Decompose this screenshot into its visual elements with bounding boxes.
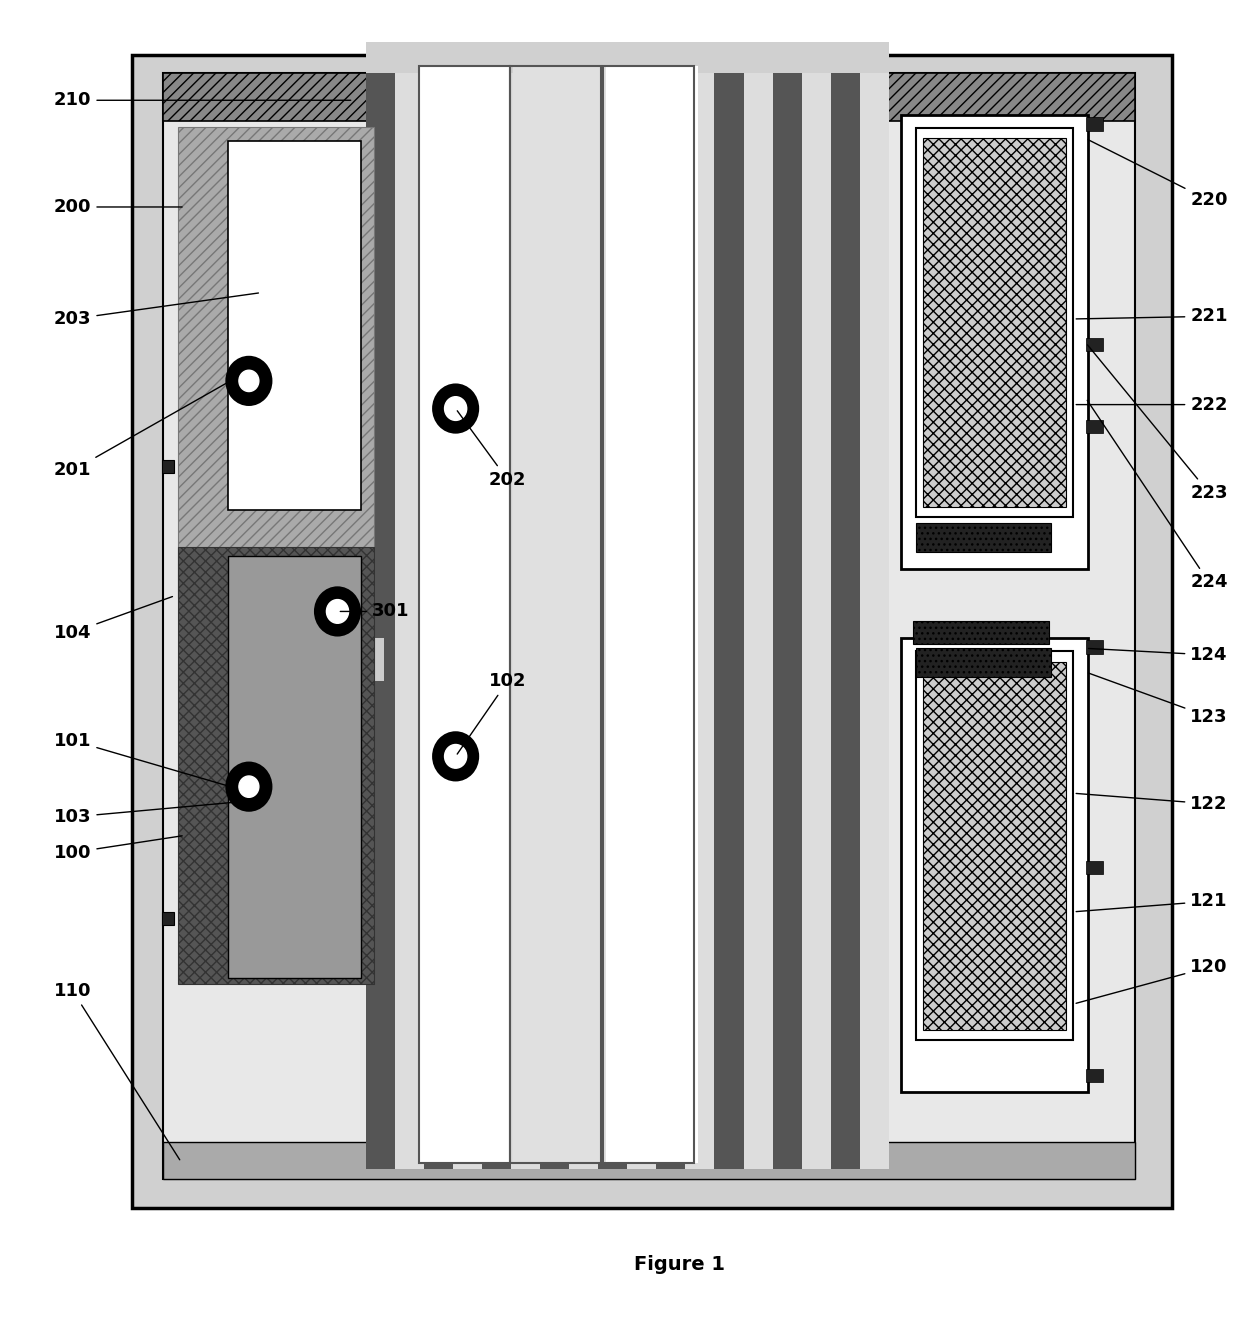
Bar [177,127,374,598]
Text: 200: 200 [53,198,182,216]
Polygon shape [177,598,374,638]
Text: 224: 224 [1087,401,1228,591]
Text: 103: 103 [53,800,258,826]
Circle shape [227,763,272,811]
Bar [744,73,773,1168]
Circle shape [434,733,477,781]
Bar [901,115,1089,569]
Bar [773,73,801,1168]
Bar [1086,118,1102,131]
Text: 301: 301 [340,602,409,620]
Bar [1086,419,1102,433]
Bar [366,42,889,1168]
Bar [627,73,656,1168]
Circle shape [315,587,360,635]
Bar [916,128,1074,516]
Bar [1086,1069,1102,1082]
Bar [1086,337,1102,351]
Text: 202: 202 [458,411,526,488]
Bar [419,66,510,1163]
Circle shape [434,385,477,433]
Text: 102: 102 [458,672,526,754]
Bar [511,73,541,1168]
Text: 222: 222 [1076,396,1228,414]
Bar [801,73,831,1168]
Circle shape [445,745,466,769]
Bar [914,620,1049,644]
Text: 210: 210 [53,91,351,110]
Bar [162,1142,1135,1179]
Bar [1086,640,1102,654]
Bar [131,56,1172,1208]
Bar [394,73,424,1168]
Bar [831,73,859,1168]
Text: 223: 223 [1087,345,1228,501]
Text: 101: 101 [53,732,228,786]
Bar [161,912,174,925]
Bar [541,73,569,1168]
Bar [162,73,1135,1179]
Circle shape [326,599,348,623]
Bar [177,546,374,984]
Circle shape [239,370,259,392]
Bar [606,66,698,1163]
Bar [424,73,453,1168]
Bar [916,523,1052,552]
Bar [924,139,1066,507]
Bar [366,73,394,1168]
Bar [604,66,694,1163]
Text: 104: 104 [53,597,172,642]
Bar [228,556,361,978]
Bar [482,73,511,1168]
Circle shape [239,777,259,798]
Bar [901,638,1089,1093]
Bar [924,662,1066,1031]
Bar [569,73,598,1168]
Bar [162,73,1135,122]
Text: 123: 123 [1089,673,1228,726]
Bar [419,66,511,1163]
Bar [656,73,686,1168]
Text: 221: 221 [1076,307,1228,325]
Text: 120: 120 [1076,958,1228,1003]
Bar [228,142,361,509]
Text: 121: 121 [1076,892,1228,912]
Bar [859,73,889,1168]
Circle shape [445,397,466,421]
Text: 122: 122 [1076,794,1228,812]
Bar [714,73,744,1168]
Text: 220: 220 [1089,140,1228,209]
Bar [1086,861,1102,875]
Text: 124: 124 [1089,646,1228,664]
Bar [916,648,1052,677]
Text: 110: 110 [53,982,180,1160]
Text: Figure 1: Figure 1 [634,1256,725,1274]
Bar [161,460,174,474]
Bar [453,73,482,1168]
Bar [513,66,606,1163]
Polygon shape [177,638,384,681]
Text: 201: 201 [53,382,228,479]
Bar [916,651,1074,1040]
Bar [686,73,714,1168]
Circle shape [227,357,272,405]
Bar [598,73,627,1168]
Bar [510,66,601,1163]
Text: 100: 100 [53,836,182,861]
Text: 203: 203 [53,292,258,328]
